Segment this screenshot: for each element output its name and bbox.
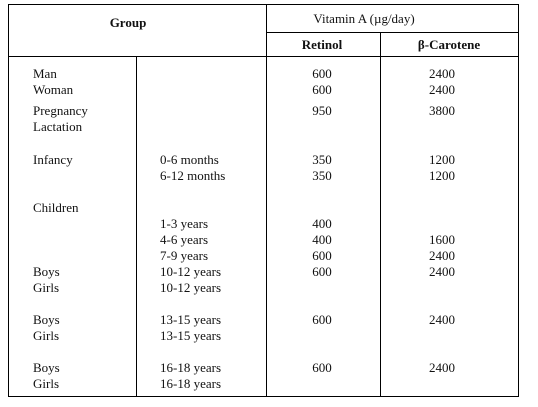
header-retinol: Retinol (301, 37, 343, 52)
row-label-cell: Girls (33, 280, 59, 295)
row-age-cell: 16-18 years (160, 360, 222, 375)
carotene-cell: 2400 (429, 66, 455, 81)
row-label-cell: Woman (33, 82, 74, 97)
retinol-cell: 350 (312, 168, 332, 183)
group-value-divider (266, 4, 267, 397)
row-label-cell: Boys (33, 312, 60, 327)
vitamin-a-table (8, 4, 519, 397)
header-divider (8, 56, 519, 57)
retinol-cell: 600 (312, 264, 332, 279)
header-group: Group (109, 15, 147, 30)
row-age-cell: 10-12 years (160, 280, 222, 295)
row-age-cell: 0-6 months (160, 152, 219, 167)
row-label-cell: Man (33, 66, 57, 81)
carotene-cell: 1200 (429, 168, 455, 183)
row-label-cell: Boys (33, 360, 60, 375)
row-label-cell: Girls (33, 376, 59, 391)
retinol-carotene-divider (380, 32, 381, 397)
row-label-cell: Boys (33, 264, 60, 279)
carotene-cell: 1200 (429, 152, 455, 167)
carotene-cell: 1600 (429, 232, 455, 247)
carotene-cell: 3800 (429, 103, 455, 118)
row-age-cell: 4-6 years (160, 232, 209, 247)
row-age-cell: 16-18 years (160, 376, 222, 391)
retinol-cell: 600 (312, 82, 332, 97)
row-label-cell: Lactation (33, 119, 83, 134)
retinol-cell: 400 (312, 216, 332, 231)
row-label-cell: Infancy (33, 152, 73, 167)
row-age-cell: 13-15 years (160, 328, 222, 343)
carotene-cell: 2400 (429, 264, 455, 279)
row-age-cell: 1-3 years (160, 216, 209, 231)
row-label-cell: Pregnancy (33, 103, 88, 118)
row-label-cell: Children (33, 200, 79, 215)
retinol-cell: 600 (312, 248, 332, 263)
retinol-cell: 600 (312, 312, 332, 327)
row-age-cell: 10-12 years (160, 264, 222, 279)
carotene-cell: 2400 (429, 82, 455, 97)
header-vitamin-a: Vitamin A (µg/day) (313, 11, 415, 26)
label-age-divider (136, 56, 137, 397)
row-age-cell: 7-9 years (160, 248, 209, 263)
vitamin-subheader-divider (266, 32, 519, 33)
row-age-cell: 13-15 years (160, 312, 222, 327)
carotene-cell: 2400 (429, 360, 455, 375)
header-carotene: β-Carotene (417, 37, 481, 52)
retinol-cell: 950 (312, 103, 332, 118)
carotene-cell: 2400 (429, 248, 455, 263)
row-label-cell: Girls (33, 328, 59, 343)
retinol-cell: 400 (312, 232, 332, 247)
retinol-cell: 350 (312, 152, 332, 167)
carotene-cell: 2400 (429, 312, 455, 327)
retinol-cell: 600 (312, 360, 332, 375)
row-age-cell: 6-12 months (160, 168, 226, 183)
retinol-cell: 600 (312, 66, 332, 81)
